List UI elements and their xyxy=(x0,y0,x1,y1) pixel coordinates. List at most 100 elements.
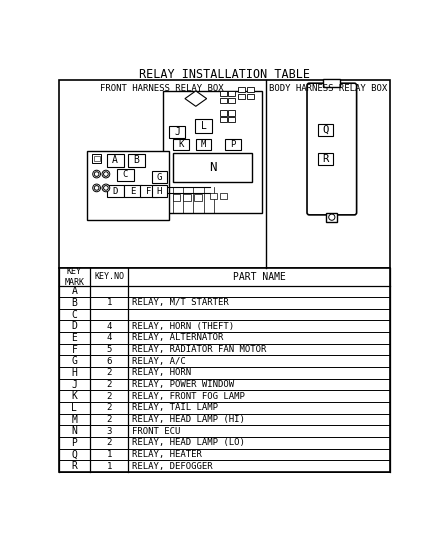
Text: L: L xyxy=(201,122,206,131)
Bar xyxy=(124,185,141,197)
Bar xyxy=(220,192,227,199)
Text: C: C xyxy=(71,310,78,320)
Text: RELAY INSTALLATION TABLE: RELAY INSTALLATION TABLE xyxy=(139,68,310,81)
Bar xyxy=(170,126,185,138)
Circle shape xyxy=(328,214,335,220)
Bar xyxy=(228,98,235,103)
Text: RELAY, TAIL LAMP: RELAY, TAIL LAMP xyxy=(132,403,218,413)
Text: M: M xyxy=(201,140,206,149)
Text: RELAY, ALTERNATOR: RELAY, ALTERNATOR xyxy=(132,334,223,343)
Text: FRONT ECU: FRONT ECU xyxy=(132,427,180,436)
Bar xyxy=(195,119,212,133)
Text: FRONT HARNESS RELAY BOX: FRONT HARNESS RELAY BOX xyxy=(100,84,224,93)
Text: PART NAME: PART NAME xyxy=(233,272,286,282)
Text: J: J xyxy=(174,127,180,137)
Text: 2: 2 xyxy=(106,368,112,377)
Text: N: N xyxy=(71,426,78,436)
Circle shape xyxy=(103,185,108,190)
Text: RELAY, HORN: RELAY, HORN xyxy=(132,368,191,377)
Text: H: H xyxy=(71,368,78,378)
Text: 2: 2 xyxy=(106,403,112,413)
Text: B: B xyxy=(133,155,139,165)
Bar xyxy=(152,185,167,197)
Text: RELAY, FRONT FOG LAMP: RELAY, FRONT FOG LAMP xyxy=(132,392,245,401)
Text: 1: 1 xyxy=(106,450,112,459)
Circle shape xyxy=(93,170,100,178)
Text: RELAY, A/C: RELAY, A/C xyxy=(132,357,186,366)
Bar xyxy=(228,110,235,116)
Text: K: K xyxy=(178,140,184,149)
Text: Q: Q xyxy=(71,449,78,459)
Circle shape xyxy=(102,170,110,178)
Text: 1: 1 xyxy=(106,298,112,308)
Bar xyxy=(323,79,340,87)
Text: Q: Q xyxy=(322,125,329,135)
Bar xyxy=(163,91,262,213)
Bar xyxy=(107,154,124,167)
Bar xyxy=(210,192,217,199)
Bar xyxy=(318,124,333,136)
Text: K: K xyxy=(71,391,78,401)
Text: G: G xyxy=(71,356,78,366)
Bar xyxy=(173,152,252,182)
Bar xyxy=(247,94,254,99)
Text: KEY.NO: KEY.NO xyxy=(94,272,124,281)
Text: 4: 4 xyxy=(106,322,112,331)
Text: 2: 2 xyxy=(106,392,112,401)
Bar xyxy=(238,87,245,92)
FancyBboxPatch shape xyxy=(307,83,357,215)
Text: F: F xyxy=(71,345,78,354)
Text: R: R xyxy=(322,154,329,164)
Text: RELAY, HEAD LAMP (LO): RELAY, HEAD LAMP (LO) xyxy=(132,439,245,447)
Text: B: B xyxy=(71,298,78,308)
Circle shape xyxy=(103,172,108,176)
Bar xyxy=(87,151,170,220)
Text: A: A xyxy=(112,155,118,165)
Text: A: A xyxy=(71,286,78,296)
Text: RELAY, HEAD LAMP (HI): RELAY, HEAD LAMP (HI) xyxy=(132,415,245,424)
Polygon shape xyxy=(185,91,207,106)
Bar xyxy=(173,140,189,150)
Text: KEY
MARK: KEY MARK xyxy=(64,266,85,287)
Text: P: P xyxy=(230,140,236,149)
Bar xyxy=(107,185,124,197)
Text: 2: 2 xyxy=(106,415,112,424)
Bar xyxy=(228,91,235,96)
Text: RELAY, RADIATOR FAN MOTOR: RELAY, RADIATOR FAN MOTOR xyxy=(132,345,267,354)
Text: 4: 4 xyxy=(106,334,112,343)
Text: BODY HARNESS RELAY BOX: BODY HARNESS RELAY BOX xyxy=(269,84,387,93)
Bar xyxy=(220,91,227,96)
Text: 6: 6 xyxy=(106,357,112,366)
Bar xyxy=(194,194,202,201)
Circle shape xyxy=(94,185,99,190)
Text: L: L xyxy=(71,403,78,413)
Text: M: M xyxy=(71,415,78,425)
Text: F: F xyxy=(146,187,151,196)
Text: E: E xyxy=(131,187,136,196)
Text: 2: 2 xyxy=(106,380,112,389)
Text: R: R xyxy=(71,461,78,471)
Text: RELAY, M/T STARTER: RELAY, M/T STARTER xyxy=(132,298,229,308)
Bar xyxy=(184,194,191,201)
Text: N: N xyxy=(209,160,216,174)
Text: 3: 3 xyxy=(106,427,112,436)
Text: G: G xyxy=(157,173,162,182)
Bar xyxy=(247,87,254,92)
Circle shape xyxy=(102,184,110,192)
Text: H: H xyxy=(157,187,162,196)
Bar xyxy=(93,156,100,161)
Circle shape xyxy=(93,184,100,192)
Bar xyxy=(59,80,390,268)
Text: 2: 2 xyxy=(106,439,112,447)
Bar xyxy=(220,117,227,123)
Bar xyxy=(140,185,157,197)
Bar xyxy=(326,213,337,222)
Bar xyxy=(173,194,180,201)
Text: D: D xyxy=(113,187,118,196)
Text: RELAY, HEATER: RELAY, HEATER xyxy=(132,450,202,459)
Text: RELAY, HORN (THEFT): RELAY, HORN (THEFT) xyxy=(132,322,234,331)
Bar xyxy=(196,140,211,150)
Bar xyxy=(152,171,167,183)
Text: RELAY, POWER WINDOW: RELAY, POWER WINDOW xyxy=(132,380,234,389)
Text: E: E xyxy=(71,333,78,343)
